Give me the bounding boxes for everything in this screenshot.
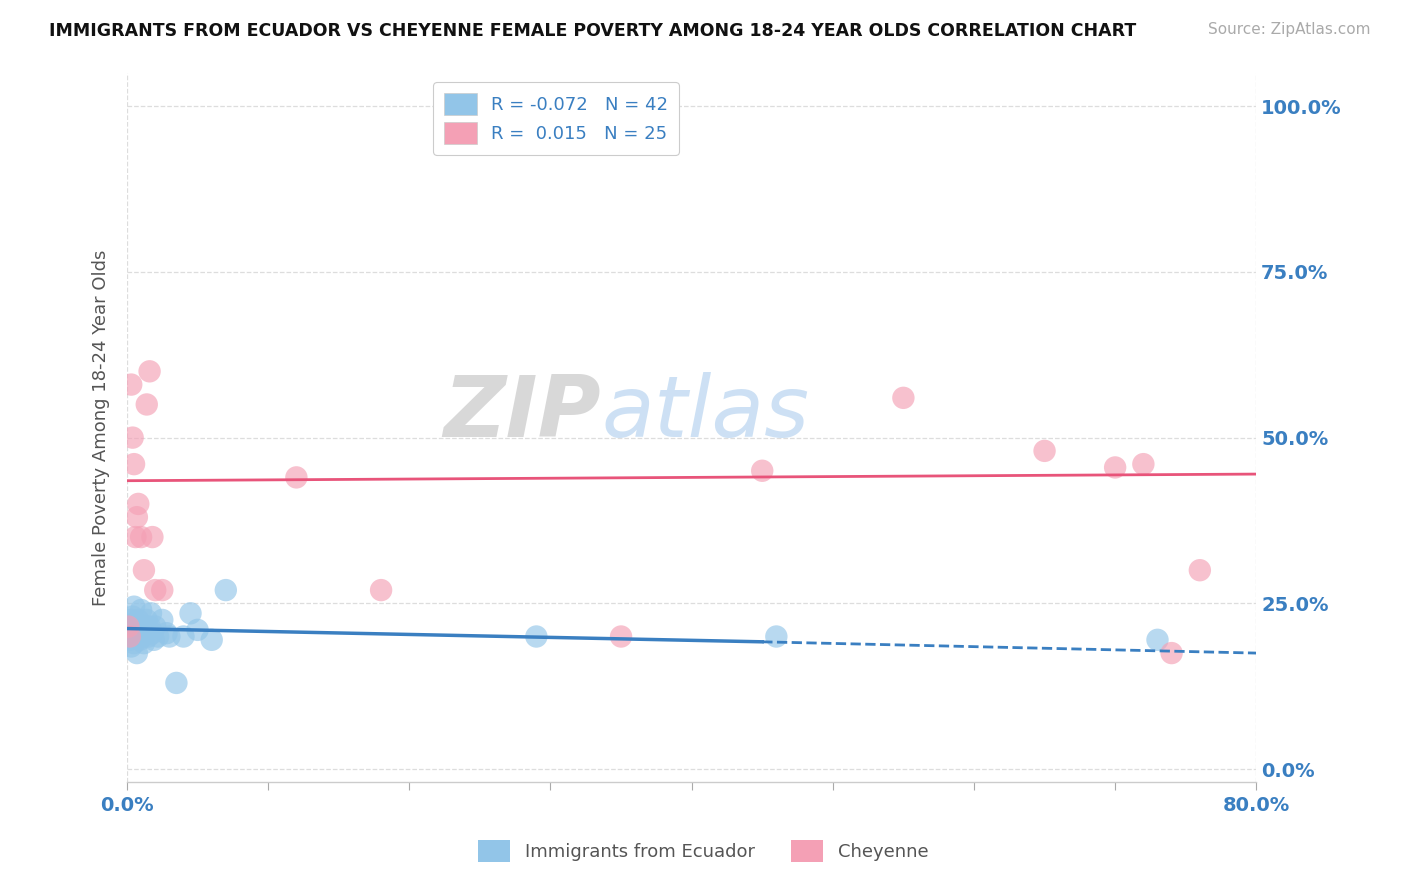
Point: [1104, 460, 1126, 475]
Point: [122, 636, 145, 650]
Point: [129, 530, 152, 544]
Point: [124, 530, 146, 544]
Point: [125, 510, 148, 524]
Point: [120, 640, 142, 654]
Point: [1160, 646, 1182, 660]
Point: [142, 632, 165, 647]
Text: ZIP: ZIP: [444, 372, 602, 455]
Text: Source: ZipAtlas.com: Source: ZipAtlas.com: [1208, 22, 1371, 37]
Point: [118, 630, 141, 644]
Point: [285, 470, 308, 484]
Point: [129, 626, 152, 640]
Point: [138, 619, 160, 633]
Point: [157, 630, 180, 644]
Point: [128, 619, 150, 633]
Point: [201, 632, 224, 647]
Point: [134, 623, 156, 637]
Point: [132, 619, 155, 633]
Point: [120, 613, 142, 627]
Point: [125, 623, 148, 637]
Point: [1188, 563, 1211, 577]
Point: [117, 619, 139, 633]
Point: [150, 583, 173, 598]
Point: [121, 431, 143, 445]
Point: [165, 676, 187, 690]
Point: [127, 630, 149, 644]
Point: [751, 464, 773, 478]
Point: [146, 630, 169, 644]
Point: [155, 626, 177, 640]
Point: [1132, 457, 1154, 471]
Point: [893, 391, 915, 405]
Point: [135, 397, 157, 411]
Point: [765, 630, 787, 644]
Text: atlas: atlas: [602, 372, 810, 455]
Point: [141, 530, 163, 544]
Point: [127, 613, 149, 627]
Point: [132, 636, 155, 650]
Point: [138, 364, 160, 378]
Y-axis label: Female Poverty Among 18-24 Year Olds: Female Poverty Among 18-24 Year Olds: [93, 250, 110, 606]
Point: [1146, 632, 1168, 647]
Point: [143, 619, 166, 633]
Point: [150, 613, 173, 627]
Point: [143, 583, 166, 598]
Point: [135, 613, 157, 627]
Point: [370, 583, 392, 598]
Point: [125, 646, 148, 660]
Point: [120, 377, 142, 392]
Point: [131, 630, 153, 644]
Point: [121, 609, 143, 624]
Point: [141, 626, 163, 640]
Point: [129, 603, 152, 617]
Point: [121, 630, 143, 644]
Point: [187, 623, 209, 637]
Legend: R = -0.072   N = 42, R =  0.015   N = 25: R = -0.072 N = 42, R = 0.015 N = 25: [433, 82, 679, 155]
Point: [180, 607, 202, 621]
Point: [124, 616, 146, 631]
Point: [122, 457, 145, 471]
Point: [610, 630, 633, 644]
Point: [124, 626, 146, 640]
Point: [215, 583, 238, 598]
Point: [524, 630, 547, 644]
Legend: Immigrants from Ecuador, Cheyenne: Immigrants from Ecuador, Cheyenne: [471, 833, 935, 870]
Point: [1033, 443, 1056, 458]
Point: [139, 607, 162, 621]
Point: [172, 630, 194, 644]
Point: [118, 632, 141, 647]
Point: [136, 630, 159, 644]
Text: IMMIGRANTS FROM ECUADOR VS CHEYENNE FEMALE POVERTY AMONG 18-24 YEAR OLDS CORRELA: IMMIGRANTS FROM ECUADOR VS CHEYENNE FEMA…: [49, 22, 1136, 40]
Point: [132, 563, 155, 577]
Point: [127, 497, 149, 511]
Point: [122, 599, 145, 614]
Point: [128, 632, 150, 647]
Point: [117, 619, 139, 633]
